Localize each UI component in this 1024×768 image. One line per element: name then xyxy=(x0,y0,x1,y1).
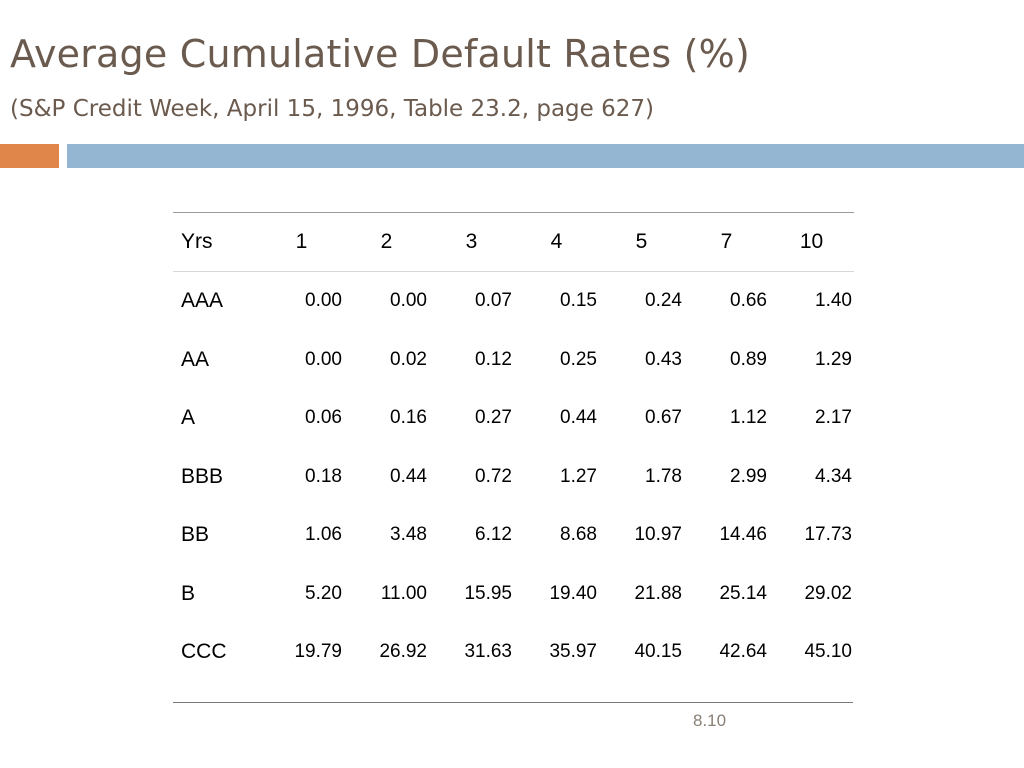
table-row: A 0.06 0.16 0.27 0.44 0.67 1.12 2.17 xyxy=(173,389,854,448)
table-cell: 0.12 xyxy=(475,348,512,370)
table-cell: 1.27 xyxy=(560,465,597,487)
table-row: AAA 0.00 0.00 0.07 0.15 0.24 0.66 1.40 xyxy=(173,272,854,331)
table-cell: 21.88 xyxy=(634,582,682,604)
header-cell-year: 1 xyxy=(295,230,308,253)
table-cell: 5.20 xyxy=(305,582,342,604)
header-cell-year: 3 xyxy=(465,230,478,253)
table-cell: 11.00 xyxy=(380,582,427,604)
table-cell: 6.12 xyxy=(475,524,512,546)
table-cell: 0.00 xyxy=(390,290,427,312)
header-cell-year: 5 xyxy=(635,230,648,253)
table-cell: 0.06 xyxy=(305,407,342,429)
table-cell: 1.29 xyxy=(815,348,852,370)
table-header-row: Yrs 1 2 3 4 5 7 10 xyxy=(173,212,854,272)
slide-title: Average Cumulative Default Rates (%) xyxy=(10,32,750,76)
rating-label: BB xyxy=(181,523,210,547)
table-cell: 42.64 xyxy=(719,641,767,663)
rating-label: AA xyxy=(181,347,210,371)
table-cell: 0.89 xyxy=(730,348,767,370)
accent-bar-orange xyxy=(0,144,59,168)
table-cell: 14.46 xyxy=(719,524,767,546)
table-cell: 4.34 xyxy=(815,465,852,487)
table-row: AA 0.00 0.02 0.12 0.25 0.43 0.89 1.29 xyxy=(173,331,854,390)
table-cell: 25.14 xyxy=(719,582,767,604)
table-cell: 19.79 xyxy=(294,641,342,663)
table-cell: 40.15 xyxy=(634,641,682,663)
table-cell: 0.02 xyxy=(390,348,427,370)
table-cell: 19.40 xyxy=(549,582,597,604)
table-row: B 5.20 11.00 15.95 19.40 21.88 25.14 29.… xyxy=(173,565,854,624)
rating-label: AAA xyxy=(181,289,224,313)
table-cell: 0.66 xyxy=(730,290,767,312)
table-cell: 1.40 xyxy=(815,290,852,312)
table-cell: 0.16 xyxy=(390,407,427,429)
table-cell: 26.92 xyxy=(379,641,427,663)
table-cell: 8.68 xyxy=(560,524,597,546)
table-cell: 0.44 xyxy=(560,407,597,429)
rating-label: BBB xyxy=(181,464,224,488)
table-cell: 29.02 xyxy=(804,582,852,604)
table-cell: 1.12 xyxy=(730,407,767,429)
table-cell: 10.97 xyxy=(634,524,682,546)
page-number: 8.10 xyxy=(693,711,727,730)
rating-label: CCC xyxy=(181,640,227,664)
table-cell: 15.95 xyxy=(464,582,512,604)
table-cell: 31.63 xyxy=(464,641,512,663)
table-cell: 0.43 xyxy=(645,348,682,370)
table-row: BB 1.06 3.48 6.12 8.68 10.97 14.46 17.73 xyxy=(173,506,854,565)
rating-label: B xyxy=(181,581,196,605)
table-cell: 1.78 xyxy=(645,465,682,487)
table-cell: 0.72 xyxy=(475,465,512,487)
header-cell-yrs: Yrs xyxy=(181,230,213,253)
table-row: CCC 19.79 26.92 31.63 35.97 40.15 42.64 … xyxy=(173,623,854,682)
header-cell-year: 4 xyxy=(550,230,563,253)
table-cell: 0.00 xyxy=(305,348,342,370)
table-cell: 3.48 xyxy=(390,524,427,546)
table-cell: 1.06 xyxy=(305,524,342,546)
table-row: BBB 0.18 0.44 0.72 1.27 1.78 2.99 4.34 xyxy=(173,448,854,507)
table-cell: 0.00 xyxy=(305,290,342,312)
accent-bar-blue xyxy=(67,144,1024,168)
default-rates-table: Yrs 1 2 3 4 5 7 10 AAA 0.00 0.00 0.07 0.… xyxy=(173,212,854,682)
table-cell: 0.24 xyxy=(645,290,682,312)
table-cell: 0.15 xyxy=(560,290,597,312)
table-cell: 0.67 xyxy=(645,407,682,429)
slide-subtitle: (S&P Credit Week, April 15, 1996, Table … xyxy=(10,96,654,122)
default-rates-table-container: Yrs 1 2 3 4 5 7 10 AAA 0.00 0.00 0.07 0.… xyxy=(173,212,854,703)
table-cell: 17.73 xyxy=(804,524,852,546)
table-cell: 0.07 xyxy=(475,290,512,312)
table-cell: 0.27 xyxy=(475,407,512,429)
table-cell: 0.44 xyxy=(390,465,427,487)
table-cell: 0.25 xyxy=(560,348,597,370)
table-cell: 2.99 xyxy=(730,465,767,487)
header-cell-year: 7 xyxy=(720,230,733,253)
rating-label: A xyxy=(181,406,196,430)
table-cell: 2.17 xyxy=(815,407,852,429)
table-cell: 45.10 xyxy=(804,641,852,663)
table-bottom-rule xyxy=(173,701,853,703)
table-cell: 35.97 xyxy=(549,641,597,663)
header-cell-year: 2 xyxy=(380,230,393,253)
table-cell: 0.18 xyxy=(305,465,342,487)
header-cell-year: 10 xyxy=(799,230,824,253)
